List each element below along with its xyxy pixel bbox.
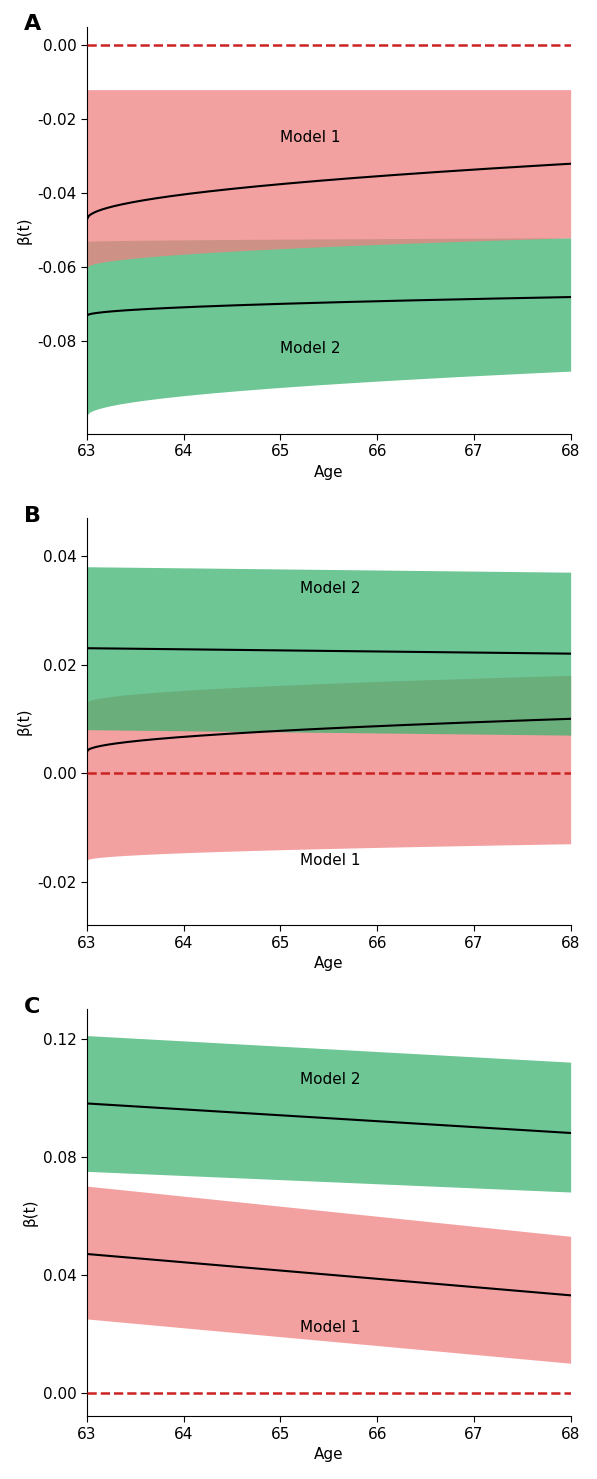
Text: C: C xyxy=(24,997,41,1016)
Text: A: A xyxy=(24,15,41,34)
Text: Model 1: Model 1 xyxy=(281,130,341,145)
Text: Model 2: Model 2 xyxy=(281,342,341,356)
X-axis label: Age: Age xyxy=(314,464,344,481)
Text: B: B xyxy=(24,506,41,525)
Y-axis label: β(t): β(t) xyxy=(22,1199,37,1226)
Text: Model 1: Model 1 xyxy=(300,852,361,868)
X-axis label: Age: Age xyxy=(314,957,344,972)
Y-axis label: β(t): β(t) xyxy=(17,708,32,735)
X-axis label: Age: Age xyxy=(314,1448,344,1463)
Text: Model 2: Model 2 xyxy=(300,1072,361,1087)
Text: Model 1: Model 1 xyxy=(300,1321,361,1336)
Y-axis label: β(t): β(t) xyxy=(17,216,32,244)
Text: Model 2: Model 2 xyxy=(300,581,361,596)
